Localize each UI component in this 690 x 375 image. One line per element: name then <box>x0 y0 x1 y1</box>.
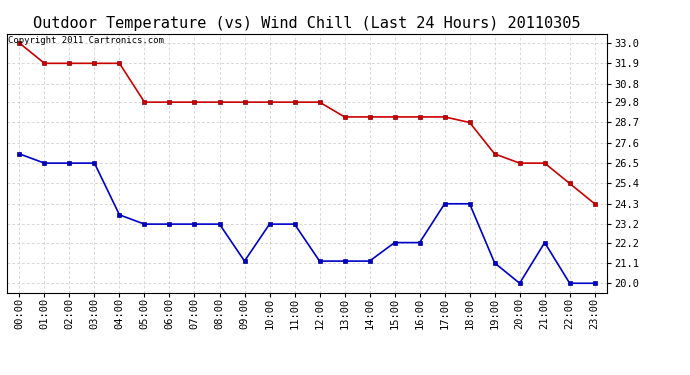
Text: Copyright 2011 Cartronics.com: Copyright 2011 Cartronics.com <box>8 36 164 45</box>
Title: Outdoor Temperature (vs) Wind Chill (Last 24 Hours) 20110305: Outdoor Temperature (vs) Wind Chill (Las… <box>33 16 581 31</box>
